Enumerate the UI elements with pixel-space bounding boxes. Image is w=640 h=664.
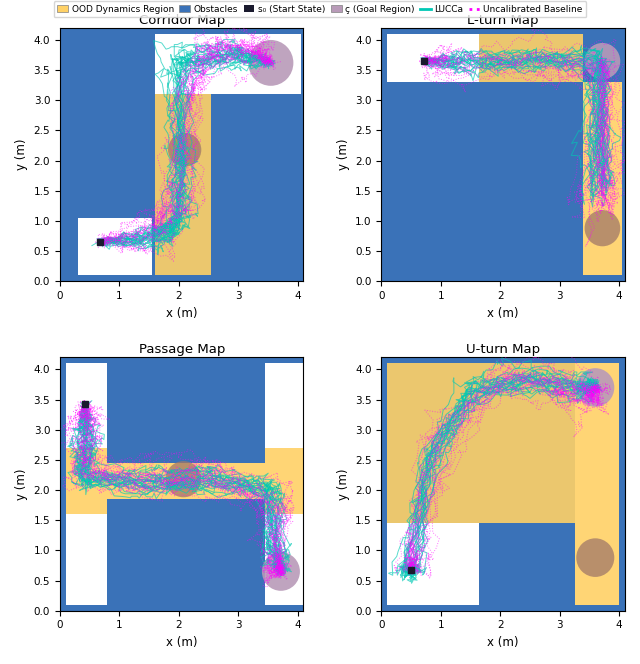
Legend: OOD Dynamics Region, Obstacles, s₀ (Start State), ç (Goal Region), LUCCa, Uncali: OOD Dynamics Region, Obstacles, s₀ (Star… bbox=[54, 1, 586, 17]
Bar bbox=[265, 448, 303, 514]
Circle shape bbox=[584, 43, 620, 79]
X-axis label: x (m): x (m) bbox=[488, 307, 519, 319]
Bar bbox=[155, 94, 211, 276]
Bar bbox=[575, 363, 619, 605]
X-axis label: x (m): x (m) bbox=[166, 307, 198, 319]
Title: Passage Map: Passage Map bbox=[138, 343, 225, 356]
Bar bbox=[77, 218, 152, 276]
Bar bbox=[584, 82, 622, 276]
Y-axis label: y (m): y (m) bbox=[15, 468, 28, 500]
Circle shape bbox=[262, 552, 300, 591]
Title: L-turn Map: L-turn Map bbox=[467, 14, 539, 27]
Bar bbox=[387, 523, 479, 605]
Circle shape bbox=[576, 368, 614, 407]
Bar bbox=[479, 34, 584, 82]
Circle shape bbox=[584, 210, 620, 246]
Bar bbox=[387, 34, 479, 82]
X-axis label: x (m): x (m) bbox=[166, 636, 198, 649]
Circle shape bbox=[168, 133, 202, 167]
Bar bbox=[155, 34, 211, 94]
Bar bbox=[66, 448, 108, 514]
Bar bbox=[387, 363, 575, 523]
Circle shape bbox=[248, 40, 293, 86]
Y-axis label: y (m): y (m) bbox=[337, 468, 349, 500]
Title: Corridor Map: Corridor Map bbox=[139, 14, 225, 27]
Bar bbox=[265, 363, 303, 605]
Bar bbox=[66, 363, 108, 605]
Y-axis label: y (m): y (m) bbox=[337, 139, 349, 171]
Bar bbox=[211, 34, 301, 94]
Y-axis label: y (m): y (m) bbox=[15, 139, 28, 171]
Bar bbox=[108, 463, 265, 499]
Bar bbox=[584, 82, 622, 276]
Bar bbox=[575, 363, 619, 605]
X-axis label: x (m): x (m) bbox=[488, 636, 519, 649]
Bar bbox=[108, 463, 265, 499]
Circle shape bbox=[166, 461, 202, 497]
Title: U-turn Map: U-turn Map bbox=[466, 343, 540, 356]
Circle shape bbox=[576, 539, 614, 577]
